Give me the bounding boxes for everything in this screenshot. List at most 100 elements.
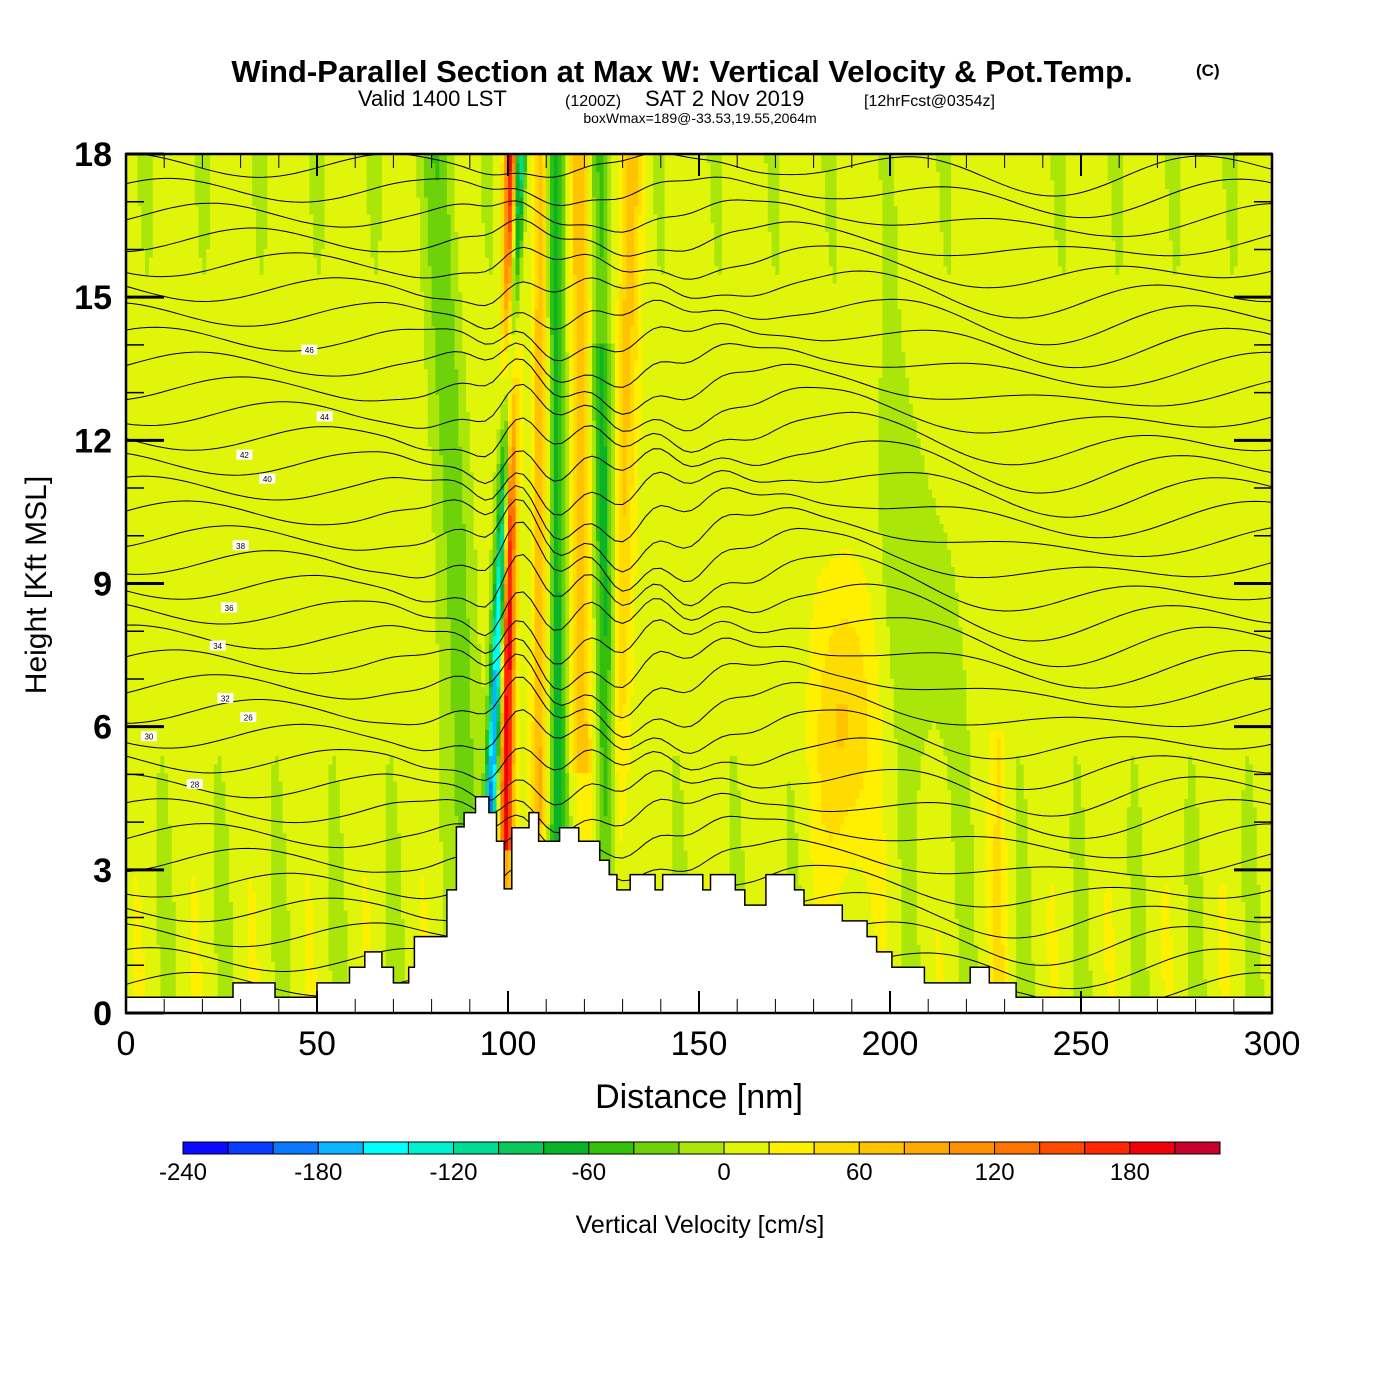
field-cell <box>511 188 517 207</box>
field-cell <box>500 523 505 550</box>
theta-contour <box>126 637 1272 691</box>
field-cell <box>515 343 520 378</box>
field-cell <box>488 738 494 756</box>
field-cell <box>439 841 444 1013</box>
field-cell <box>928 154 933 490</box>
field-cell <box>1168 239 1174 937</box>
field-cell <box>508 265 513 284</box>
field-cell <box>508 248 513 267</box>
field-cell <box>469 471 475 739</box>
field-cell <box>1115 154 1120 275</box>
field-cell <box>947 789 952 1013</box>
field-cell <box>569 171 574 774</box>
field-cell <box>1142 875 1147 1013</box>
field-cell <box>1058 265 1063 1013</box>
field-cell <box>997 154 1002 731</box>
field-cell <box>374 154 379 275</box>
field-cell <box>550 334 555 825</box>
contour-label-box <box>221 602 238 613</box>
field-cell <box>278 781 284 1013</box>
field-cell <box>271 763 276 963</box>
field-cell <box>924 154 929 473</box>
field-cell <box>485 729 490 748</box>
field-cell <box>500 549 505 585</box>
field-cell <box>210 154 215 1013</box>
field-cell <box>588 454 593 739</box>
field-cell <box>848 154 853 550</box>
field-cell <box>282 832 287 1013</box>
field-cell <box>424 368 429 902</box>
theta-contour <box>126 709 1272 760</box>
field-cell <box>1172 274 1178 1013</box>
field-cell <box>848 626 853 808</box>
field-cell <box>511 506 517 550</box>
field-cell <box>194 205 200 894</box>
field-cell <box>500 334 505 378</box>
field-cell <box>1207 154 1212 1013</box>
field-cell <box>851 806 857 859</box>
field-cell <box>1184 154 1189 799</box>
field-cell <box>859 566 864 653</box>
field-cell <box>504 695 509 851</box>
field-cell <box>508 394 513 421</box>
field-cell <box>863 154 868 576</box>
field-cell <box>962 154 967 670</box>
field-cell <box>1073 154 1078 756</box>
field-cell <box>500 403 505 430</box>
colorbar-swatch <box>948 1141 996 1155</box>
field-cell <box>504 334 509 353</box>
colorbar-tick-label: 0 <box>717 1159 730 1186</box>
field-cell <box>828 154 834 267</box>
field-cell <box>343 154 349 911</box>
theta-contour <box>126 176 1272 219</box>
field-cell <box>840 824 845 885</box>
field-cell <box>252 154 257 207</box>
colorbar-swatch <box>272 1141 319 1155</box>
field-cell <box>488 781 494 834</box>
field-cell <box>1050 884 1055 1013</box>
field-cell <box>1126 806 1132 877</box>
field-cell <box>412 154 417 1013</box>
field-cell <box>870 617 876 920</box>
field-cell <box>901 154 906 353</box>
field-cell <box>1069 858 1074 1013</box>
field-cell <box>496 566 501 585</box>
field-cell <box>1176 265 1181 1013</box>
field-cell <box>538 154 543 748</box>
field-cell <box>1188 755 1193 1013</box>
field-cell <box>504 540 509 550</box>
field-cell <box>882 832 887 1013</box>
contour-label-box <box>301 344 318 355</box>
field-cell <box>832 154 838 284</box>
field-cell <box>622 300 627 516</box>
x-tick-label: 50 <box>298 1025 336 1063</box>
colorbar-tick-labels: -240 -180 -120 -60 0 60 120 180 <box>159 1159 1150 1186</box>
field-cell <box>912 154 918 421</box>
field-cell <box>1199 154 1204 877</box>
field-cell <box>148 257 154 1013</box>
field-cell <box>760 154 765 1013</box>
field-cell <box>492 583 498 602</box>
field-cell <box>599 154 605 258</box>
field-cell <box>603 635 608 816</box>
field-cell <box>935 171 941 516</box>
field-cell <box>1226 239 1231 937</box>
theta-contour <box>126 270 1272 319</box>
field-cell <box>1130 154 1136 756</box>
field-cell <box>286 909 291 1013</box>
field-cell <box>508 282 513 301</box>
field-cell <box>492 600 498 619</box>
field-cell <box>492 557 498 585</box>
field-cell <box>427 446 433 980</box>
field-cell <box>970 154 975 825</box>
field-cell <box>958 154 964 628</box>
field-cell <box>1123 154 1128 1013</box>
field-cell <box>546 317 551 825</box>
theta-contour <box>126 358 1272 415</box>
field-cell <box>939 154 945 232</box>
field-cell <box>515 317 520 344</box>
field-cell <box>1191 154 1197 765</box>
field-cell <box>1050 154 1055 181</box>
field-cell <box>607 669 612 920</box>
field-cell <box>947 274 952 550</box>
